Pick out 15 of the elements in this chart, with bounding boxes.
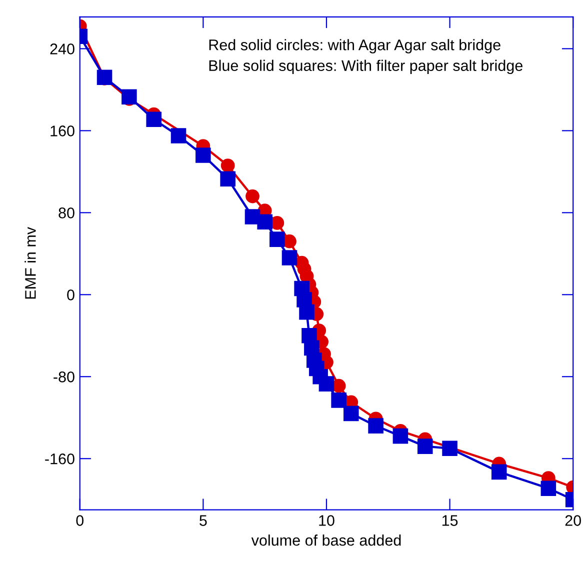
y-tick-label: 80 xyxy=(58,208,74,218)
y-tick-label: -80 xyxy=(54,372,74,382)
annotation: Red solid circles: with Agar Agar salt bridge xyxy=(209,39,500,54)
x-tick-label: 10 xyxy=(319,515,334,526)
y-tick-label: 160 xyxy=(50,126,74,136)
x-tick-label: 0 xyxy=(76,515,84,526)
y-tick-label: 0 xyxy=(67,290,74,300)
y-tick-label: -160 xyxy=(45,453,74,464)
x-axis-title: volume of base added xyxy=(251,534,401,546)
y-axis-title: EMF in mv xyxy=(24,226,36,299)
x-tick-label: 15 xyxy=(442,515,458,526)
y-tick-label: 240 xyxy=(50,44,74,54)
annotation: Blue solid squares: With filter paper salt bridge xyxy=(209,60,522,74)
x-tick-label: 5 xyxy=(200,515,207,526)
x-tick-label: 20 xyxy=(565,515,581,526)
